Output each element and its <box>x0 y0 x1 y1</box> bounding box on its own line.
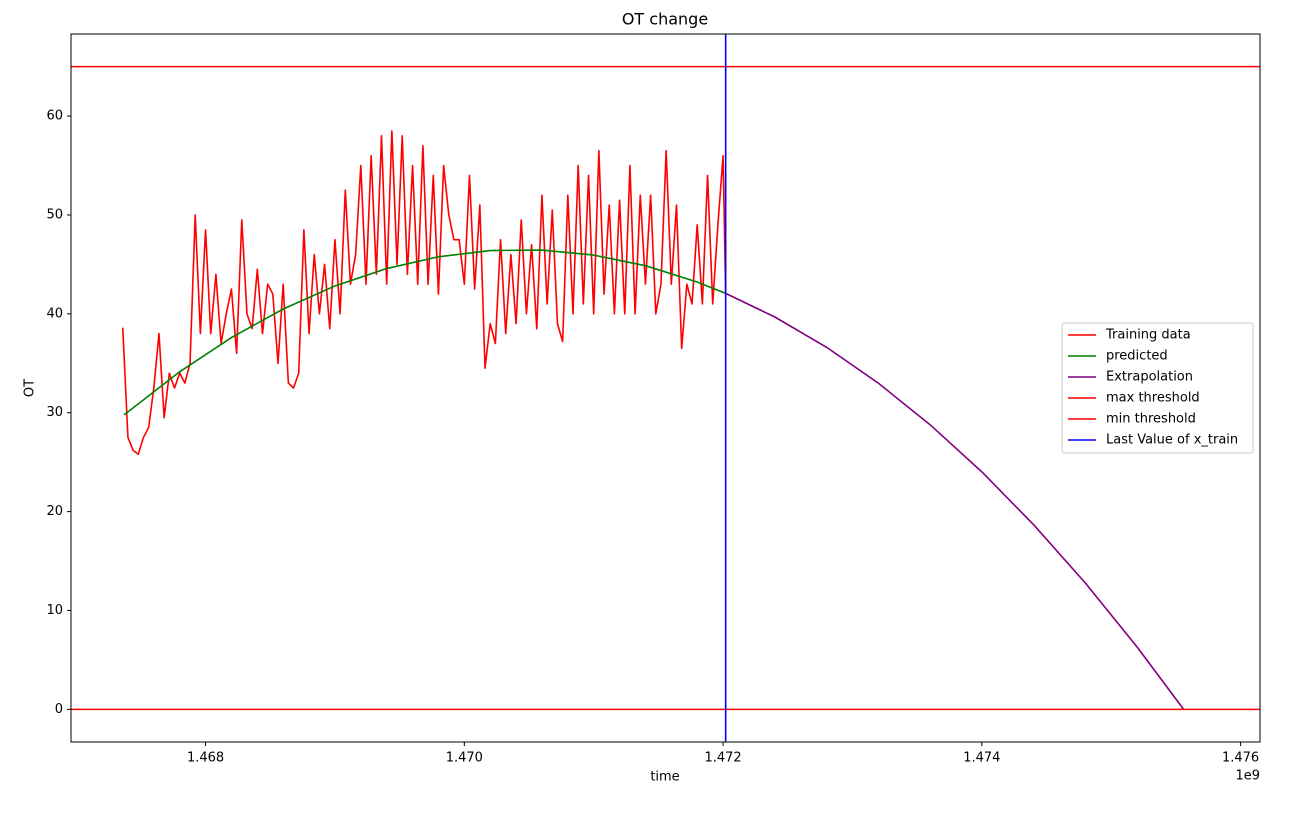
y-axis-label: OT <box>23 379 38 397</box>
legend-label: predicted <box>1106 349 1168 364</box>
data-line <box>121 130 727 456</box>
x-tick-label: 1.476 <box>1222 751 1259 766</box>
data-line <box>123 249 726 416</box>
x-offset-text: 1e9 <box>1235 769 1260 784</box>
x-tick-label: 1.468 <box>187 751 224 766</box>
y-tick-label: 50 <box>46 207 63 222</box>
legend-label: max threshold <box>1106 391 1200 406</box>
x-tick-label: 1.474 <box>963 751 1000 766</box>
y-tick-label: 60 <box>46 109 63 124</box>
y-tick-label: 30 <box>46 405 63 420</box>
y-tick-label: 20 <box>46 504 63 519</box>
legend-label: min threshold <box>1106 412 1196 427</box>
data-line <box>725 292 1185 710</box>
legend-label: Training data <box>1105 328 1191 343</box>
y-tick-label: 10 <box>46 603 63 618</box>
y-tick-label: 0 <box>55 702 63 717</box>
y-tick-label: 40 <box>46 306 63 321</box>
x-tick-label: 1.472 <box>704 751 741 766</box>
chart-title: OT change <box>622 10 708 29</box>
plot-area <box>71 34 1260 742</box>
legend-label: Last Value of x_train <box>1106 433 1238 448</box>
x-axis-label: time <box>650 770 679 785</box>
plot-frame <box>70 33 1261 743</box>
legend-label: Extrapolation <box>1106 370 1193 385</box>
legend-box <box>1061 322 1254 454</box>
x-tick-label: 1.470 <box>446 751 483 766</box>
